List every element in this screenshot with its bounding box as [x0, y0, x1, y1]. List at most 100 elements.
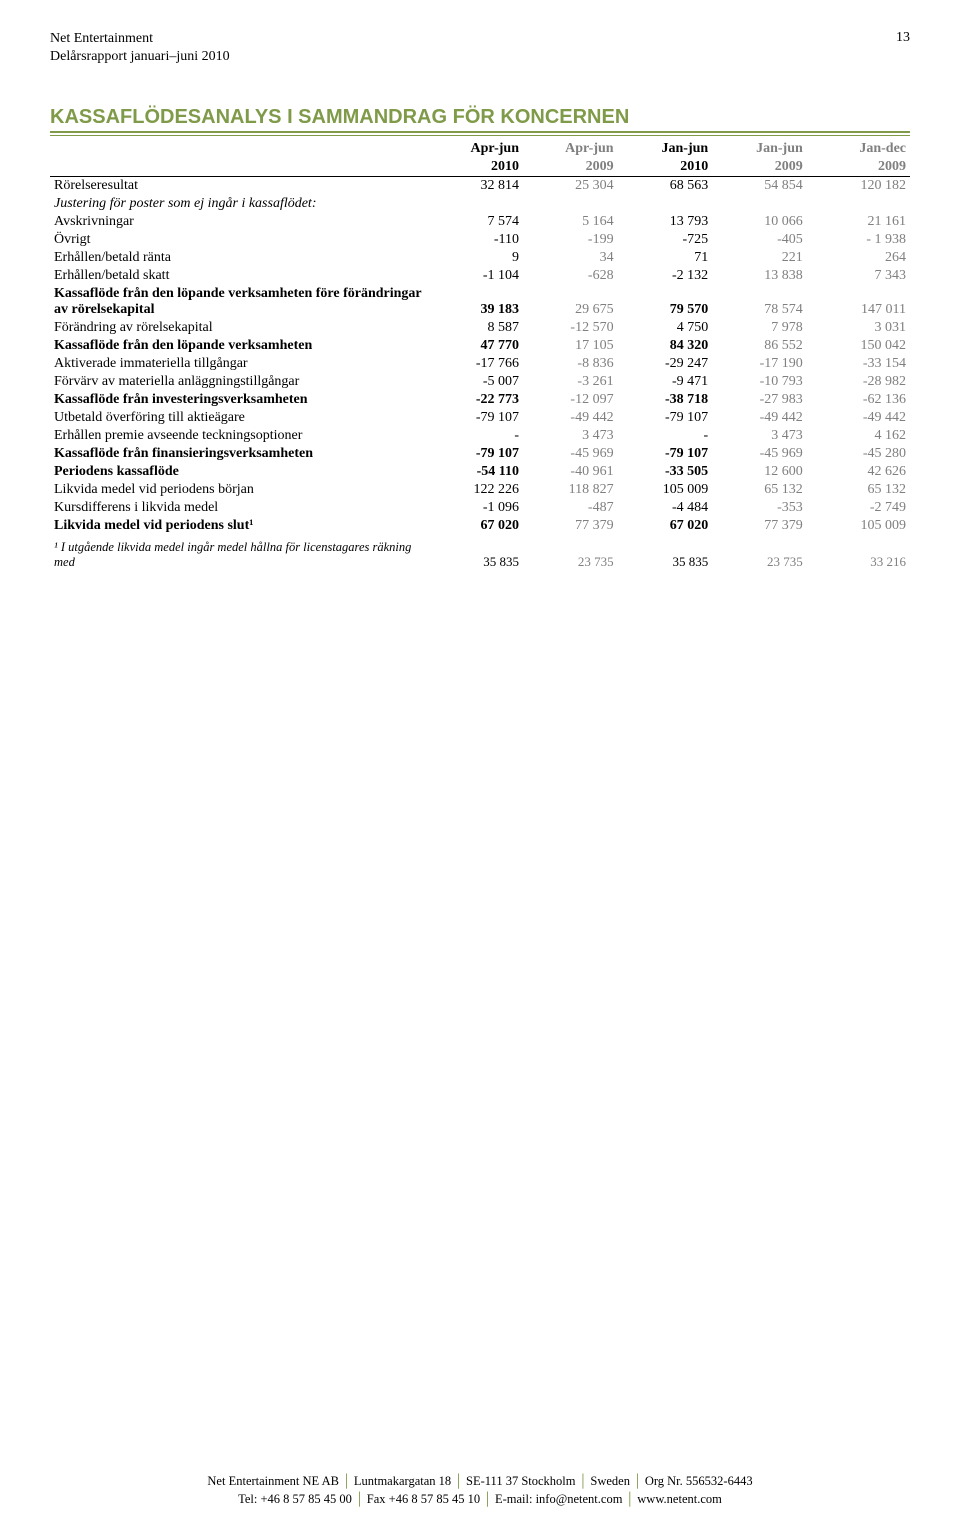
col-header-period: Jan-dec: [807, 140, 910, 158]
cell-value: 118 827: [523, 481, 618, 499]
footer-separator: │: [339, 1474, 354, 1488]
table-row: Justering för poster som ej ingår i kass…: [50, 195, 910, 213]
cell-value: -353: [712, 499, 807, 517]
cell-value: -199: [523, 231, 618, 249]
table-row: Periodens kassaflöde-54 110-40 961-33 50…: [50, 463, 910, 481]
cell-value: 39 183: [428, 285, 523, 319]
cell-value: -12 097: [523, 391, 618, 409]
row-label: Periodens kassaflöde: [50, 463, 428, 481]
cell-value: 77 379: [712, 517, 807, 535]
cell-value: 21 161: [807, 213, 910, 231]
table-row: Kassaflöde från den löpande verksamheten…: [50, 285, 910, 319]
cell-value: 8 587: [428, 319, 523, 337]
cell-value: -628: [523, 267, 618, 285]
col-header-year: 2009: [712, 158, 807, 177]
table-row: Förvärv av materiella anläggningstillgån…: [50, 373, 910, 391]
cell-value: 25 304: [523, 177, 618, 196]
cell-value: -12 570: [523, 319, 618, 337]
table-row: Rörelseresultat32 81425 30468 56354 8541…: [50, 177, 910, 196]
header-report-line: Delårsrapport januari–juni 2010: [50, 48, 910, 66]
cell-value: -38 718: [618, 391, 713, 409]
cell-value: 34: [523, 249, 618, 267]
cell-value: -: [618, 427, 713, 445]
row-label: Erhållen/betald skatt: [50, 267, 428, 285]
title-rule-thin: [50, 135, 910, 136]
footnote-value: 35 835: [618, 539, 713, 571]
footer-separator: │: [451, 1474, 466, 1488]
cell-value: 3 473: [523, 427, 618, 445]
cell-value: 264: [807, 249, 910, 267]
cell-value: -79 107: [618, 409, 713, 427]
cell-value: -49 442: [712, 409, 807, 427]
footer-separator: │: [352, 1492, 367, 1506]
footnote-value: 33 216: [807, 539, 910, 571]
cell-value: 7 343: [807, 267, 910, 285]
footnote-table: ¹ I utgående likvida medel ingår medel h…: [50, 539, 910, 571]
cell-value: -4 484: [618, 499, 713, 517]
cell-value: 86 552: [712, 337, 807, 355]
cell-value: -49 442: [523, 409, 618, 427]
cell-value: 4 162: [807, 427, 910, 445]
cell-value: -40 961: [523, 463, 618, 481]
cell-value: -45 969: [712, 445, 807, 463]
cell-value: -: [428, 427, 523, 445]
footer-separator: │: [622, 1492, 637, 1506]
cell-value: -8 836: [523, 355, 618, 373]
section-title: KASSAFLÖDESANALYS I SAMMANDRAG FÖR KONCE…: [50, 106, 910, 129]
footer-segment: Tel: +46 8 57 85 45 00: [238, 1492, 352, 1506]
row-label: Kassaflöde från investeringsverksamheten: [50, 391, 428, 409]
cell-value: 122 226: [428, 481, 523, 499]
row-label: Justering för poster som ej ingår i kass…: [50, 195, 428, 213]
col-header-period: Jan-jun: [618, 140, 713, 158]
cell-value: 67 020: [428, 517, 523, 535]
cell-value: 65 132: [807, 481, 910, 499]
row-label: Erhållen premie avseende teckningsoption…: [50, 427, 428, 445]
cell-value: -29 247: [618, 355, 713, 373]
col-header-year: 2010: [618, 158, 713, 177]
col-header-period: Apr-jun: [523, 140, 618, 158]
row-label: Kassaflöde från finansieringsverksamhete…: [50, 445, 428, 463]
footer-segment: SE-111 37 Stockholm: [466, 1474, 576, 1488]
table-row: Kassaflöde från finansieringsverksamhete…: [50, 445, 910, 463]
cell-value: -5 007: [428, 373, 523, 391]
cell-value: -17 766: [428, 355, 523, 373]
cell-value: -79 107: [618, 445, 713, 463]
table-row: Likvida medel vid periodens början122 22…: [50, 481, 910, 499]
footnote-value: 23 735: [712, 539, 807, 571]
footer-segment: Luntmakargatan 18: [354, 1474, 451, 1488]
cell-value: -22 773: [428, 391, 523, 409]
cell-value: 17 105: [523, 337, 618, 355]
cell-value: 71: [618, 249, 713, 267]
row-label: Erhållen/betald ränta: [50, 249, 428, 267]
row-label: Kassaflöde från den löpande verksamheten: [50, 337, 428, 355]
cell-value: 32 814: [428, 177, 523, 196]
cell-value: 3 473: [712, 427, 807, 445]
cell-value: 13 793: [618, 213, 713, 231]
footer-separator: │: [576, 1474, 591, 1488]
cell-value: 3 031: [807, 319, 910, 337]
cell-value: -27 983: [712, 391, 807, 409]
footnote-value: 35 835: [428, 539, 523, 571]
footer-segment: www.netent.com: [637, 1492, 722, 1506]
cell-value: -3 261: [523, 373, 618, 391]
cell-value: -33 154: [807, 355, 910, 373]
cell-value: -49 442: [807, 409, 910, 427]
row-label: Likvida medel vid periodens början: [50, 481, 428, 499]
cell-value: 9: [428, 249, 523, 267]
cell-value: -33 505: [618, 463, 713, 481]
col-header-year: 2009: [523, 158, 618, 177]
col-header-period: Jan-jun: [712, 140, 807, 158]
table-row: Erhållen/betald ränta93471221264: [50, 249, 910, 267]
cell-value: -2 749: [807, 499, 910, 517]
cell-value: 29 675: [523, 285, 618, 319]
cell-value: -45 280: [807, 445, 910, 463]
row-label: Övrigt: [50, 231, 428, 249]
cell-value: 12 600: [712, 463, 807, 481]
cell-value: 105 009: [807, 517, 910, 535]
cell-value: 221: [712, 249, 807, 267]
cell-value: 7 978: [712, 319, 807, 337]
cell-value: 120 182: [807, 177, 910, 196]
page-footer: Net Entertainment NE AB│Luntmakargatan 1…: [0, 1473, 960, 1508]
footer-segment: Org Nr. 556532-6443: [645, 1474, 753, 1488]
cell-value: -1 096: [428, 499, 523, 517]
